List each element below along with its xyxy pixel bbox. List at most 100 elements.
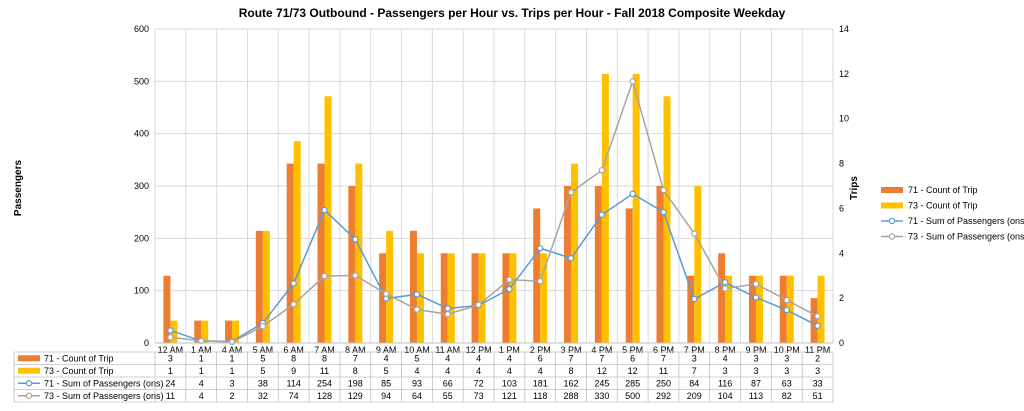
data-point — [167, 327, 174, 334]
chart-title: Route 71/73 Outbound - Passengers per Ho… — [239, 6, 786, 20]
table-cell: 12 — [628, 366, 638, 376]
bar — [509, 253, 517, 343]
table-cell: 8 — [322, 353, 327, 363]
data-point — [506, 276, 513, 283]
bar — [502, 253, 510, 343]
gridlines — [154, 28, 834, 344]
table-cell: 3 — [230, 378, 235, 388]
bar — [255, 230, 263, 343]
bar — [293, 141, 301, 343]
data-point — [814, 322, 821, 329]
table-row-label: 71 - Sum of Passengers (ons) — [44, 378, 164, 388]
x-tick-label: 7 PM — [684, 345, 705, 355]
data-point — [629, 78, 636, 85]
table-cell: 181 — [533, 378, 548, 388]
bar — [262, 230, 270, 343]
table-cell: 3 — [815, 366, 820, 376]
data-point — [228, 338, 236, 346]
table-cell: 128 — [317, 391, 332, 401]
table-cell: 11 — [320, 366, 329, 376]
table-cell: 94 — [381, 391, 391, 401]
table-cell: 7 — [569, 353, 574, 363]
y-tick-label-right: 6 — [839, 203, 844, 213]
data-point — [475, 301, 482, 308]
table-cell: 2 — [815, 353, 820, 363]
bar — [447, 253, 455, 343]
table-cell: 103 — [502, 378, 517, 388]
legend-swatch — [18, 355, 40, 362]
table-cell: 4 — [445, 366, 450, 376]
table-cell: 32 — [258, 391, 268, 401]
data-point — [691, 230, 698, 237]
table-cell: 1 — [199, 366, 204, 376]
table-cell: 5 — [414, 353, 419, 363]
data-point — [660, 208, 667, 216]
legend-entry: 73 - Count of Trip — [908, 201, 978, 211]
bar — [810, 298, 818, 343]
bar — [225, 320, 233, 343]
table-cell: 1 — [230, 353, 235, 363]
table-cell: 4 — [199, 391, 204, 401]
data-point — [691, 295, 698, 303]
table-cell: 11 — [166, 391, 175, 401]
table-cell: 4 — [476, 353, 481, 363]
table-cell: 73 — [474, 391, 484, 401]
bar — [755, 275, 763, 343]
bar — [718, 253, 726, 343]
table-cell: 72 — [474, 378, 484, 388]
bar — [416, 253, 424, 343]
table-cell: 250 — [656, 378, 671, 388]
table-cell: 6 — [538, 353, 543, 363]
bar — [194, 320, 202, 343]
x-tick-label: 9 AM — [376, 345, 397, 355]
x-tick-label: 7 AM — [314, 345, 335, 355]
table-cell: 8 — [291, 353, 296, 363]
table-cell: 3 — [784, 353, 789, 363]
legend: 71 - Count of Trip 73 - Count of Trip 71 -… — [881, 185, 1024, 242]
bar — [533, 208, 541, 343]
data-point — [444, 311, 451, 318]
bar — [324, 96, 332, 344]
table-cell: 55 — [443, 391, 453, 401]
table-cell: 82 — [782, 391, 792, 401]
data-table: 71 - Count of Trip 3 1 1 5 8 8 7 4 5 4 4 4 6 7 7 6 7 3 4 3 3 2… — [13, 351, 834, 403]
data-point — [259, 323, 267, 330]
bar — [694, 186, 702, 343]
table-cell: 8 — [353, 366, 358, 376]
data-point — [567, 189, 575, 196]
legend-entry: 71 - Sum of Passengers (ons) — [908, 216, 1024, 226]
legend-marker — [888, 217, 896, 225]
data-point — [752, 294, 760, 301]
legend-swatch — [881, 187, 903, 193]
table-cell: 3 — [753, 366, 758, 376]
x-tick-label: 12 AM — [158, 345, 184, 355]
x-tick-label: 1 PM — [499, 345, 520, 355]
table-row-label: 73 - Count of Trip — [44, 366, 114, 376]
bar — [632, 73, 640, 343]
table-cell: 292 — [656, 391, 671, 401]
table-cell: 7 — [599, 353, 604, 363]
bar — [687, 275, 695, 343]
y-tick-label-left: 600 — [134, 24, 149, 34]
table-cell: 1 — [168, 366, 173, 376]
x-tick-label: 9 PM — [745, 345, 766, 355]
x-tick-label: 8 AM — [345, 345, 366, 355]
table-cell: 8 — [569, 366, 574, 376]
data-point — [537, 278, 544, 285]
data-point — [783, 306, 790, 314]
table-cell: 3 — [753, 353, 758, 363]
table-row-label: 71 - Count of Trip — [44, 353, 114, 363]
table-cell: 3 — [784, 366, 789, 376]
table-cell: 24 — [165, 378, 175, 388]
table-cell: 38 — [258, 378, 268, 388]
table-cell: 6 — [630, 353, 635, 363]
table-cell: 51 — [813, 391, 823, 401]
table-cell: 254 — [317, 378, 332, 388]
data-point — [752, 280, 760, 288]
x-tick-label: 11 AM — [435, 345, 460, 355]
bar — [656, 186, 664, 343]
y-tick-label-left: 400 — [134, 129, 149, 139]
table-cell: 5 — [260, 366, 265, 376]
table-cell: 1 — [230, 366, 235, 376]
